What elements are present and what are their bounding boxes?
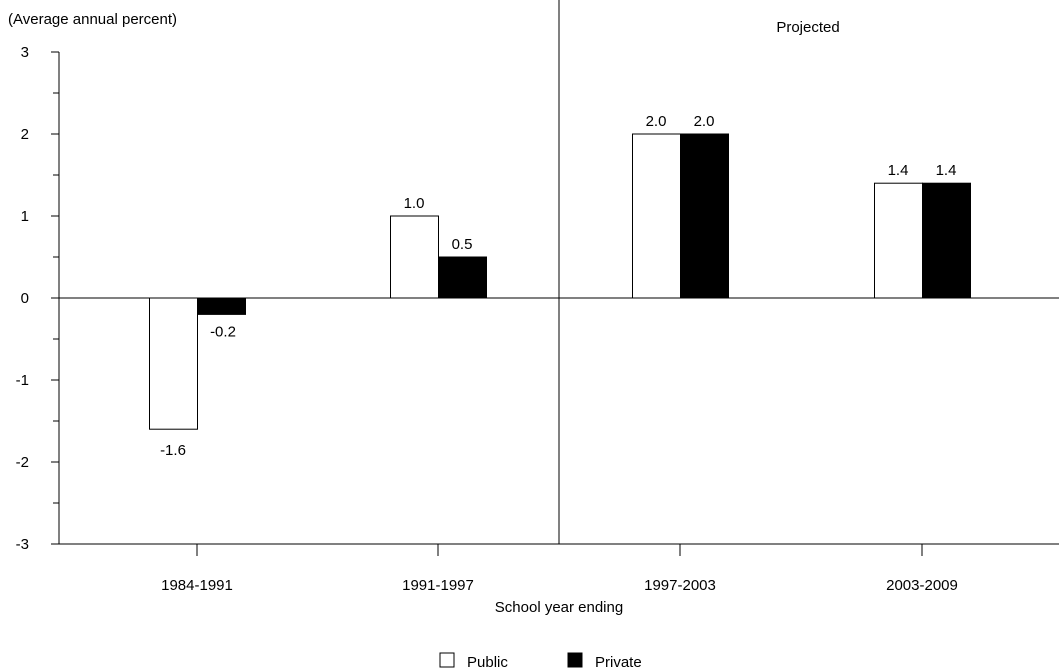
y-tick-label: 0 <box>21 290 29 307</box>
legend-swatch-private <box>567 652 583 668</box>
y-tick-label: 2 <box>21 126 29 143</box>
bar-public-2003-2009 <box>874 182 923 299</box>
data-label: 1.4 <box>936 162 957 179</box>
bar-public-1984-1991 <box>149 297 198 430</box>
y-axis-label: (Average annual percent) <box>8 11 177 28</box>
x-axis-label: School year ending <box>495 599 623 616</box>
bar-public-1991-1997 <box>390 215 439 299</box>
legend-label-private: Private <box>595 654 642 671</box>
axes: 3 2 1 0 -1 -2 -3 1984-1991 1991-1997 1997-2003 200… <box>16 0 1059 594</box>
y-tick-label: -2 <box>16 454 29 471</box>
bar-public-1997-2003 <box>632 133 681 299</box>
bar-private-1984-1991 <box>197 297 246 315</box>
x-tick-label: 1997-2003 <box>644 577 716 594</box>
data-label: -0.2 <box>210 323 236 340</box>
data-label: 1.0 <box>404 195 425 212</box>
bar-private-2003-2009 <box>922 182 971 299</box>
data-label: 0.5 <box>452 236 473 253</box>
y-tick-label: -1 <box>16 372 29 389</box>
legend-label-public: Public <box>467 654 508 671</box>
bar-private-1997-2003 <box>680 133 729 299</box>
y-tick-label: -3 <box>16 536 29 553</box>
x-tick-label: 2003-2009 <box>886 577 958 594</box>
y-tick-label: 1 <box>21 208 29 225</box>
data-label: 2.0 <box>646 113 667 130</box>
legend-swatch-public <box>439 652 455 668</box>
bar-private-1991-1997 <box>438 256 487 299</box>
bars <box>149 133 971 430</box>
data-label: 1.4 <box>888 162 909 179</box>
data-label: 2.0 <box>694 113 715 130</box>
projected-annotation: Projected <box>776 19 839 36</box>
data-labels: -1.6 1.0 2.0 1.4 -0.2 0.5 2.0 1.4 <box>160 113 956 459</box>
legend: Public Private <box>439 652 642 671</box>
data-label: -1.6 <box>160 442 186 459</box>
x-tick-label: 1991-1997 <box>402 577 474 594</box>
x-tick-label: 1984-1991 <box>161 577 233 594</box>
y-tick-label: 3 <box>21 44 29 61</box>
